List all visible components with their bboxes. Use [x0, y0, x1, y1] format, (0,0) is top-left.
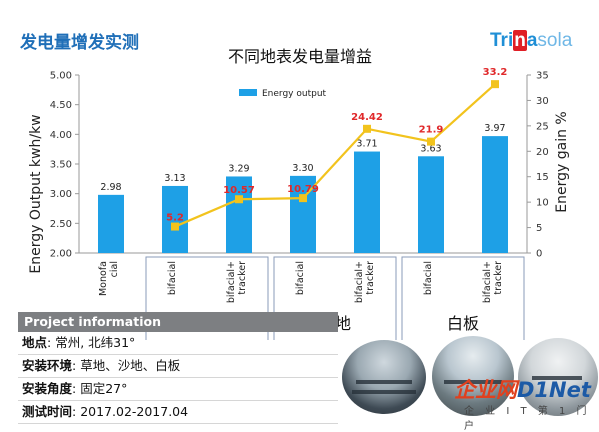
energy-gain-line [174, 83, 496, 228]
energy-gain-point [363, 124, 371, 133]
watermark-logo: 企业网D1Net [454, 374, 591, 404]
bar-value-label: 2.98 [100, 182, 121, 193]
left-tick-label: 4.50 [50, 100, 72, 111]
left-tick-label: 4.00 [50, 130, 72, 141]
right-tick-label: 5 [536, 223, 542, 234]
energy-gain-label: 5.2 [166, 213, 184, 224]
right-axis-title: Energy gain % [554, 111, 570, 212]
energy-gain-point [299, 194, 307, 203]
info-row-period: 测试时间: 2017.02-2017.04 [18, 401, 338, 424]
info-label: 地点 [22, 335, 48, 350]
energy-chart: 不同地表发电量增益 2.00 2.50 3.00 3.50 4.00 4.50 5.00 0 5 1… [28, 47, 570, 340]
category-label: bifacial [295, 261, 306, 295]
legend-label-energy-output: Energy output [262, 89, 327, 99]
bar-value-label: 3.71 [356, 139, 377, 150]
left-tick-label: 5.00 [50, 71, 72, 82]
bar-energy-output [482, 136, 508, 253]
page-title: 发电量增发实测 [20, 33, 139, 53]
bar-value-label: 3.29 [228, 163, 249, 174]
right-tick-label: 20 [536, 147, 549, 158]
category-label: Monofacial [98, 261, 120, 296]
right-tick-label: 25 [536, 121, 549, 132]
watermark-text-a: 企业网 [454, 378, 517, 402]
right-tick-label: 35 [536, 71, 549, 82]
surface-group-box [145, 256, 269, 340]
chart-title: 不同地表发电量增益 [228, 47, 372, 66]
info-row-environment: 安装环境: 草地、沙地、白板 [18, 355, 338, 378]
right-tick-label: 10 [536, 198, 549, 209]
site-photo-grass [342, 340, 426, 414]
project-info-panel: Project information 地点: 常州, 北纬31° 安装环境: … [18, 312, 338, 424]
energy-gain-label: 33.2 [483, 67, 508, 78]
bar-energy-output [162, 185, 188, 253]
right-tick-label: 0 [536, 249, 542, 260]
category-label: bifacial [423, 261, 434, 295]
energy-gain-label: 24.42 [351, 112, 383, 123]
energy-gain-label: 10.57 [223, 185, 255, 196]
category-label: bifacial+tracker [354, 261, 376, 303]
info-label: 安装环境 [22, 358, 73, 373]
right-tick-label: 30 [536, 96, 549, 107]
left-tick-label: 3.00 [50, 189, 72, 200]
bar-energy-output [98, 194, 124, 253]
category-label: bifacial+tracker [226, 261, 248, 303]
info-value: : 常州, 北纬31° [47, 335, 136, 350]
bar-value-label: 3.13 [164, 173, 185, 184]
left-tick-label: 2.00 [50, 249, 72, 260]
energy-gain-point [235, 195, 243, 204]
legend-swatch-energy-output [239, 89, 257, 96]
category-label: bifacial [167, 261, 178, 295]
left-axis-title: Energy Output kwh/kw [28, 114, 44, 273]
bar-energy-output [418, 156, 444, 253]
surface-group-box [273, 256, 397, 340]
info-label: 测试时间 [22, 404, 73, 419]
bar-value-label: 3.63 [420, 143, 441, 154]
right-tick-label: 15 [536, 172, 549, 183]
project-info-heading: Project information [18, 312, 338, 332]
left-tick-label: 3.50 [50, 160, 72, 171]
watermark-subtext: 企 业 I T 第 1 门 户 [464, 406, 591, 432]
info-label: 安装角度 [22, 381, 73, 396]
energy-gain-label: 21.9 [419, 125, 444, 136]
energy-gain-point [427, 137, 435, 146]
bar-energy-output [226, 176, 252, 253]
bar-value-label: 3.30 [292, 163, 313, 174]
info-value: : 2017.02-2017.04 [72, 404, 189, 419]
watermark-text-b: D1Net [517, 378, 591, 402]
site-photo-whiteboard [518, 338, 598, 416]
info-value: : 草地、沙地、白板 [72, 358, 181, 373]
category-label: bifacial+tracker [482, 261, 504, 303]
surface-group-box [401, 256, 525, 340]
energy-gain-point [171, 222, 179, 231]
energy-gain-label: 10.79 [287, 184, 319, 195]
site-photo-sand [432, 336, 514, 416]
bar-value-label: 3.97 [484, 123, 505, 134]
bar-energy-output [354, 151, 380, 253]
info-value: : 固定27° [72, 381, 128, 396]
surface-group-label: 白板 [447, 314, 479, 333]
left-tick-label: 2.50 [50, 219, 72, 230]
info-row-angle: 安装角度: 固定27° [18, 378, 338, 401]
site-photos [340, 336, 599, 420]
info-row-location: 地点: 常州, 北纬31° [18, 332, 338, 355]
energy-gain-point [491, 80, 499, 89]
brand-logo: Trinasola [490, 30, 573, 51]
